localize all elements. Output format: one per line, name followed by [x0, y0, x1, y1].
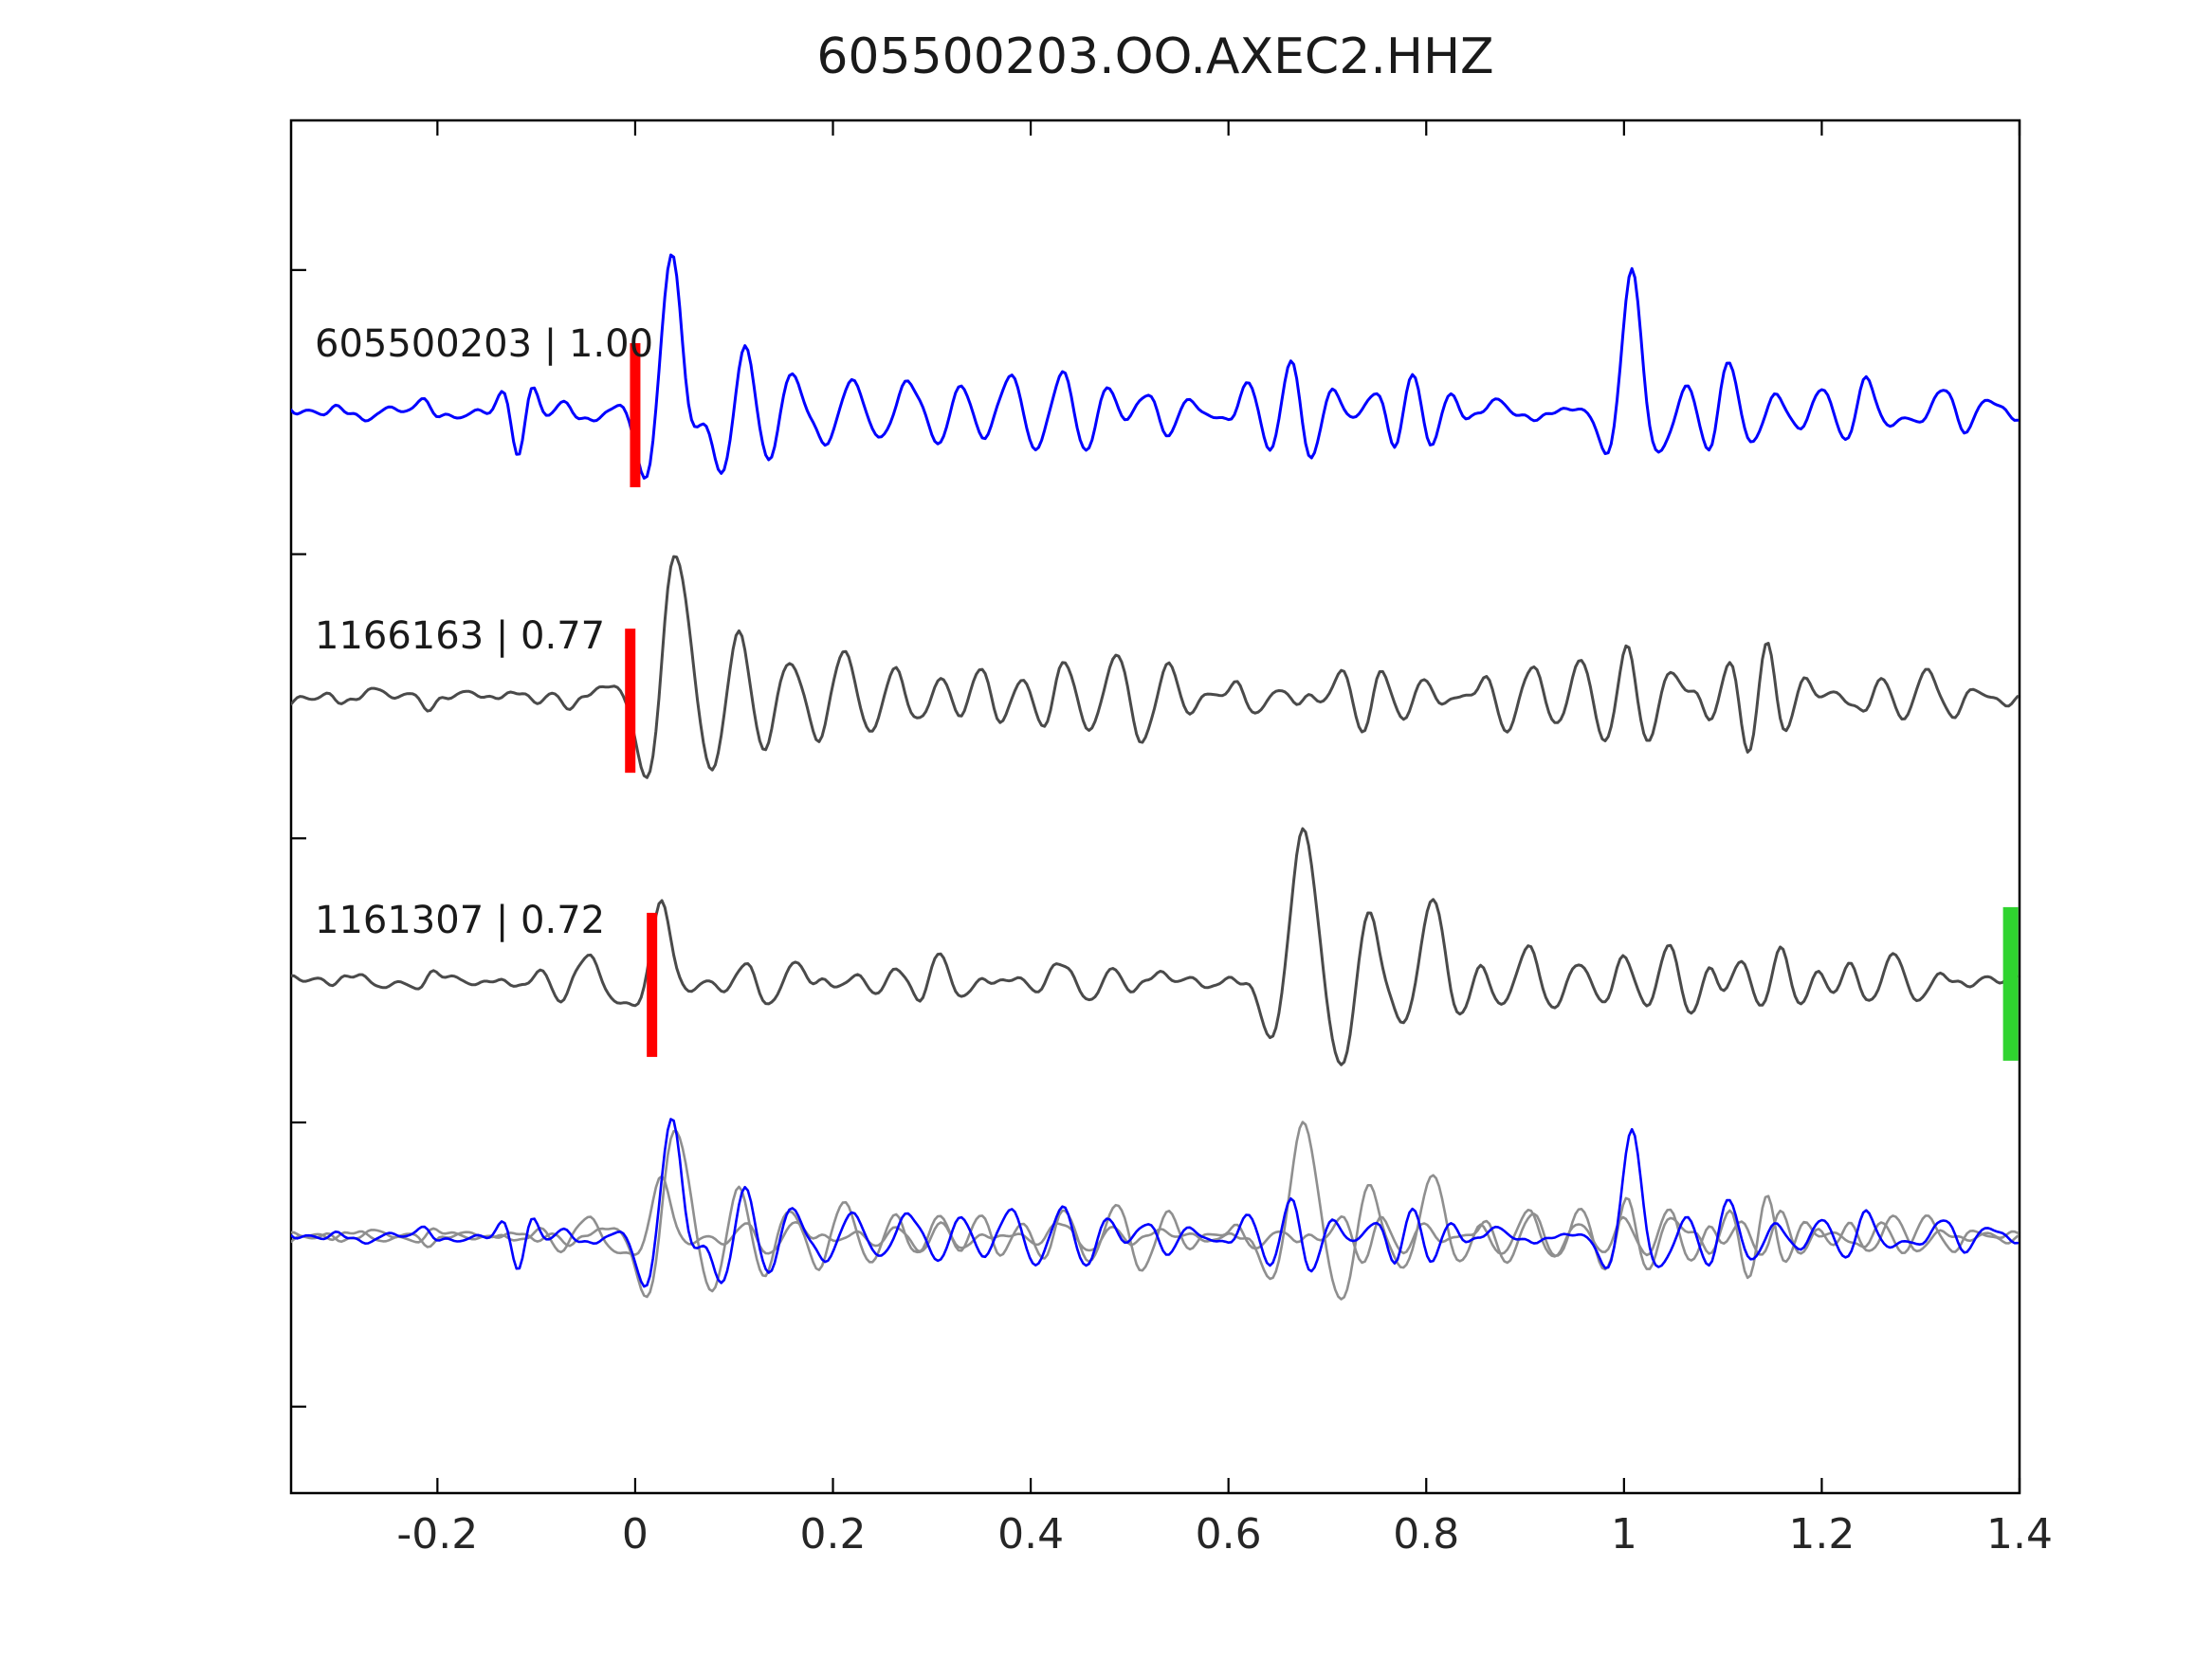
x-tick-label: 1.2	[1788, 1510, 1856, 1559]
trace-605500203-line	[291, 253, 2020, 480]
pick-marker-1161307	[647, 912, 658, 1057]
x-tick-label: 1.4	[1986, 1510, 2053, 1559]
x-tick-label: 0.4	[997, 1510, 1065, 1559]
plot-border	[289, 118, 2021, 1495]
overlay-trace-1161307	[291, 1121, 2020, 1301]
overlay-trace-1166163	[291, 1129, 2020, 1299]
end-marker-1161307	[2002, 906, 2019, 1061]
overlay-trace-605500203	[291, 1118, 2020, 1288]
trace-label-605500203: 605500203 | 1.00	[315, 322, 654, 366]
trace-1161307-line	[291, 827, 2020, 1066]
pick-marker-605500203	[630, 342, 641, 487]
pick-marker-1166163	[625, 629, 636, 774]
x-tick-label: 0.8	[1393, 1510, 1460, 1559]
trace-label-1161307: 1161307 | 0.72	[315, 899, 606, 942]
x-tick-label: 1	[1610, 1510, 1637, 1559]
trace-1166163-line	[291, 555, 2020, 779]
x-tick-label: 0.2	[799, 1510, 867, 1559]
x-tick-label: 0.6	[1195, 1510, 1262, 1559]
x-tick-label: -0.2	[396, 1510, 479, 1559]
page-title: 605500203.OO.AXEC2.HHZ	[816, 28, 1494, 85]
x-tick-label: 0	[621, 1510, 649, 1559]
trace-label-1166163: 1166163 | 0.77	[315, 614, 606, 658]
